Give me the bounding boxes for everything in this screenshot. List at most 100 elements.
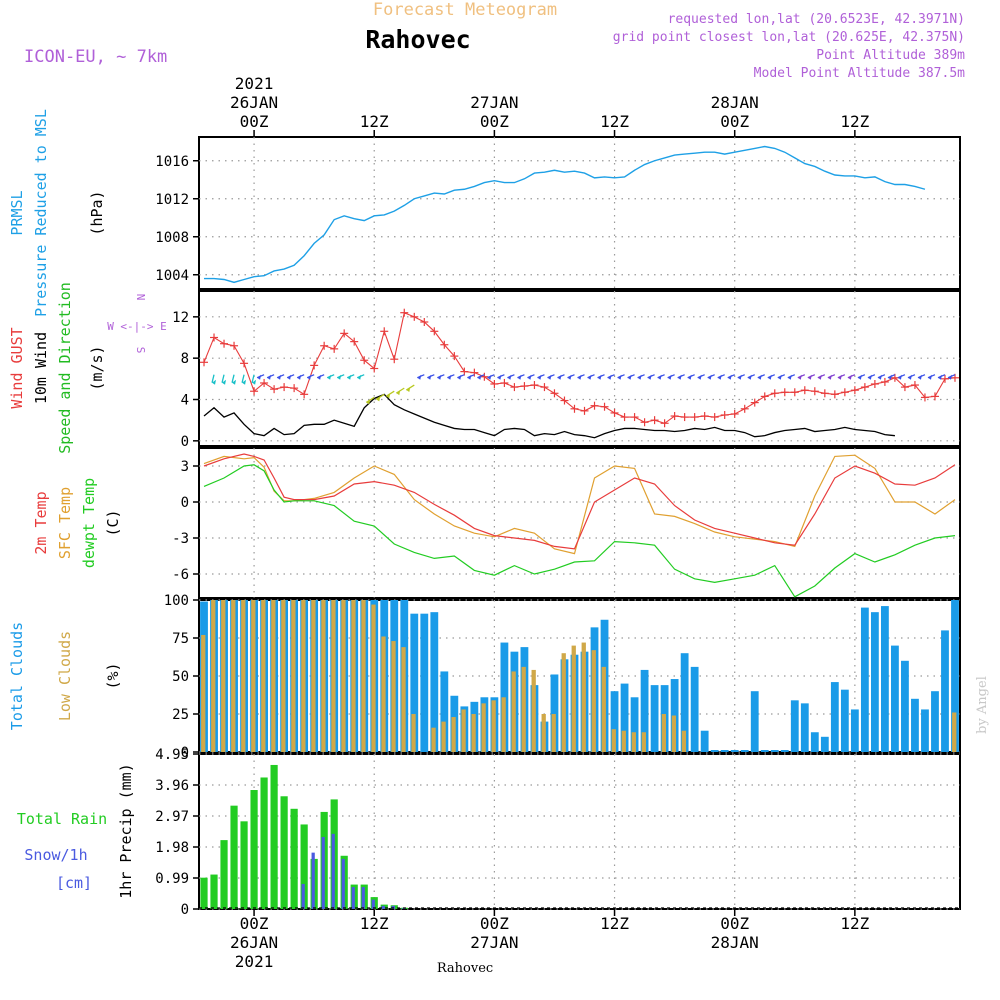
total-cloud-bar [440,671,449,752]
arrow-head [477,374,482,380]
gust-marker [760,392,769,401]
low-cloud-bar [511,671,516,752]
low-cloud-bar [231,600,236,752]
wind-direction-arrow [787,374,796,380]
gust-marker [660,419,669,428]
wind-direction-arrow [477,374,485,380]
total-cloud-bar [941,630,949,752]
temp-unit: (C) [104,509,122,536]
gust-marker [310,361,319,370]
prmsl-ytick-label: 1004 [155,268,189,284]
gust-marker [650,416,659,425]
snow-bar [361,887,365,909]
gust-marker [530,381,539,390]
arrow-head [376,396,381,402]
arrow-head [487,374,492,380]
wind-direction-arrow [737,374,745,380]
wind-direction-arrow [365,396,375,405]
wind-direction-arrow [385,390,395,399]
arrow-head [637,374,642,380]
rain-bar [230,805,238,909]
wind-panel: 0 4 8 12 [172,290,961,450]
arrow-head [242,379,247,385]
low-cloud-bar [261,600,266,752]
wind-ytick-label: 4 [181,393,189,409]
credit-text: by Angel [975,676,990,734]
arrow-head [887,374,892,380]
arrow-shaft [221,374,225,383]
gust-marker [540,383,549,392]
gust-marker [230,341,239,350]
arrow-head [777,374,782,380]
wind-direction-arrow [417,374,425,380]
arrow-head [767,374,772,380]
wind-direction-arrow [306,374,315,380]
sfc-line [203,454,956,555]
bottom-time-label: 12Z [840,914,869,933]
arrow-head [737,374,742,380]
arrow-head [787,374,792,380]
low-cloud-bar [331,600,336,752]
arrow-shaft [211,374,215,383]
wind-direction-arrow [356,374,365,380]
gust-marker [810,387,819,396]
arrow-head [717,374,722,380]
arrow-shaft [251,374,255,383]
gust-marker [220,339,229,348]
dewpt-line [203,464,956,598]
compass-south: S [134,347,147,354]
sfc-temp-label: SFC Temp [56,487,74,559]
low-cloud-bar [571,645,576,752]
total-cloud-bar [891,645,899,752]
wind-direction-arrow [316,374,325,380]
arrow-head [657,374,662,380]
low-cloud-bar [371,604,376,752]
top-time-label: 00Z [480,112,509,131]
wind-direction-arrow [537,374,545,380]
precip-ytick-label: 4.95 [155,747,189,763]
wind-direction-arrow [847,374,856,380]
low-cloud-bar [381,636,386,752]
arrow-head [647,374,652,380]
gust-marker [370,364,379,373]
low-clouds-label: Low Clouds [56,631,74,721]
low-cloud-bar [611,729,616,752]
low-cloud-bar [211,600,216,752]
wind-ytick-label: 8 [181,351,189,367]
arrow-head [627,374,632,380]
low-cloud-bar [201,634,206,752]
prmsl-ytick-label: 1008 [155,230,189,246]
gust-marker [910,381,919,390]
wind-direction-arrow [757,374,765,380]
precip-ytick-label: 0 [181,902,189,918]
low-cloud-bar [601,666,606,752]
temp-ytick-label: -3 [172,531,189,547]
gust-marker [240,359,249,368]
low-cloud-bar [411,714,416,752]
total-cloud-bar [690,666,699,752]
arrow-head [287,374,292,380]
top-time-label: 12Z [840,112,869,131]
chart-header: Forecast Meteogram Rahovec ICON-EU, ~ 7k… [24,0,965,81]
precip-ytick-label: 0.99 [155,871,189,887]
wind-direction-arrow [637,374,645,380]
gust-marker [620,413,629,422]
wind-direction-arrow [917,374,926,380]
total-cloud-bar [750,691,759,752]
bottom-time-label: 26JAN [230,933,278,952]
gridpoint-coordinates: grid point closest lon,lat (20.625E, 42.… [613,30,965,45]
precip-frame [198,753,961,910]
wind-direction-arrow [577,374,585,380]
snow-bar [331,833,335,909]
gust-marker [600,402,609,411]
gust-marker [510,383,519,392]
wind-direction-arrow [336,374,345,380]
low-cloud-bar [631,732,636,752]
gust-marker [480,372,489,381]
gust-marker [270,385,279,394]
arrow-head [386,393,391,399]
arrow-head [687,374,692,380]
wind-direction-arrow [657,374,665,380]
